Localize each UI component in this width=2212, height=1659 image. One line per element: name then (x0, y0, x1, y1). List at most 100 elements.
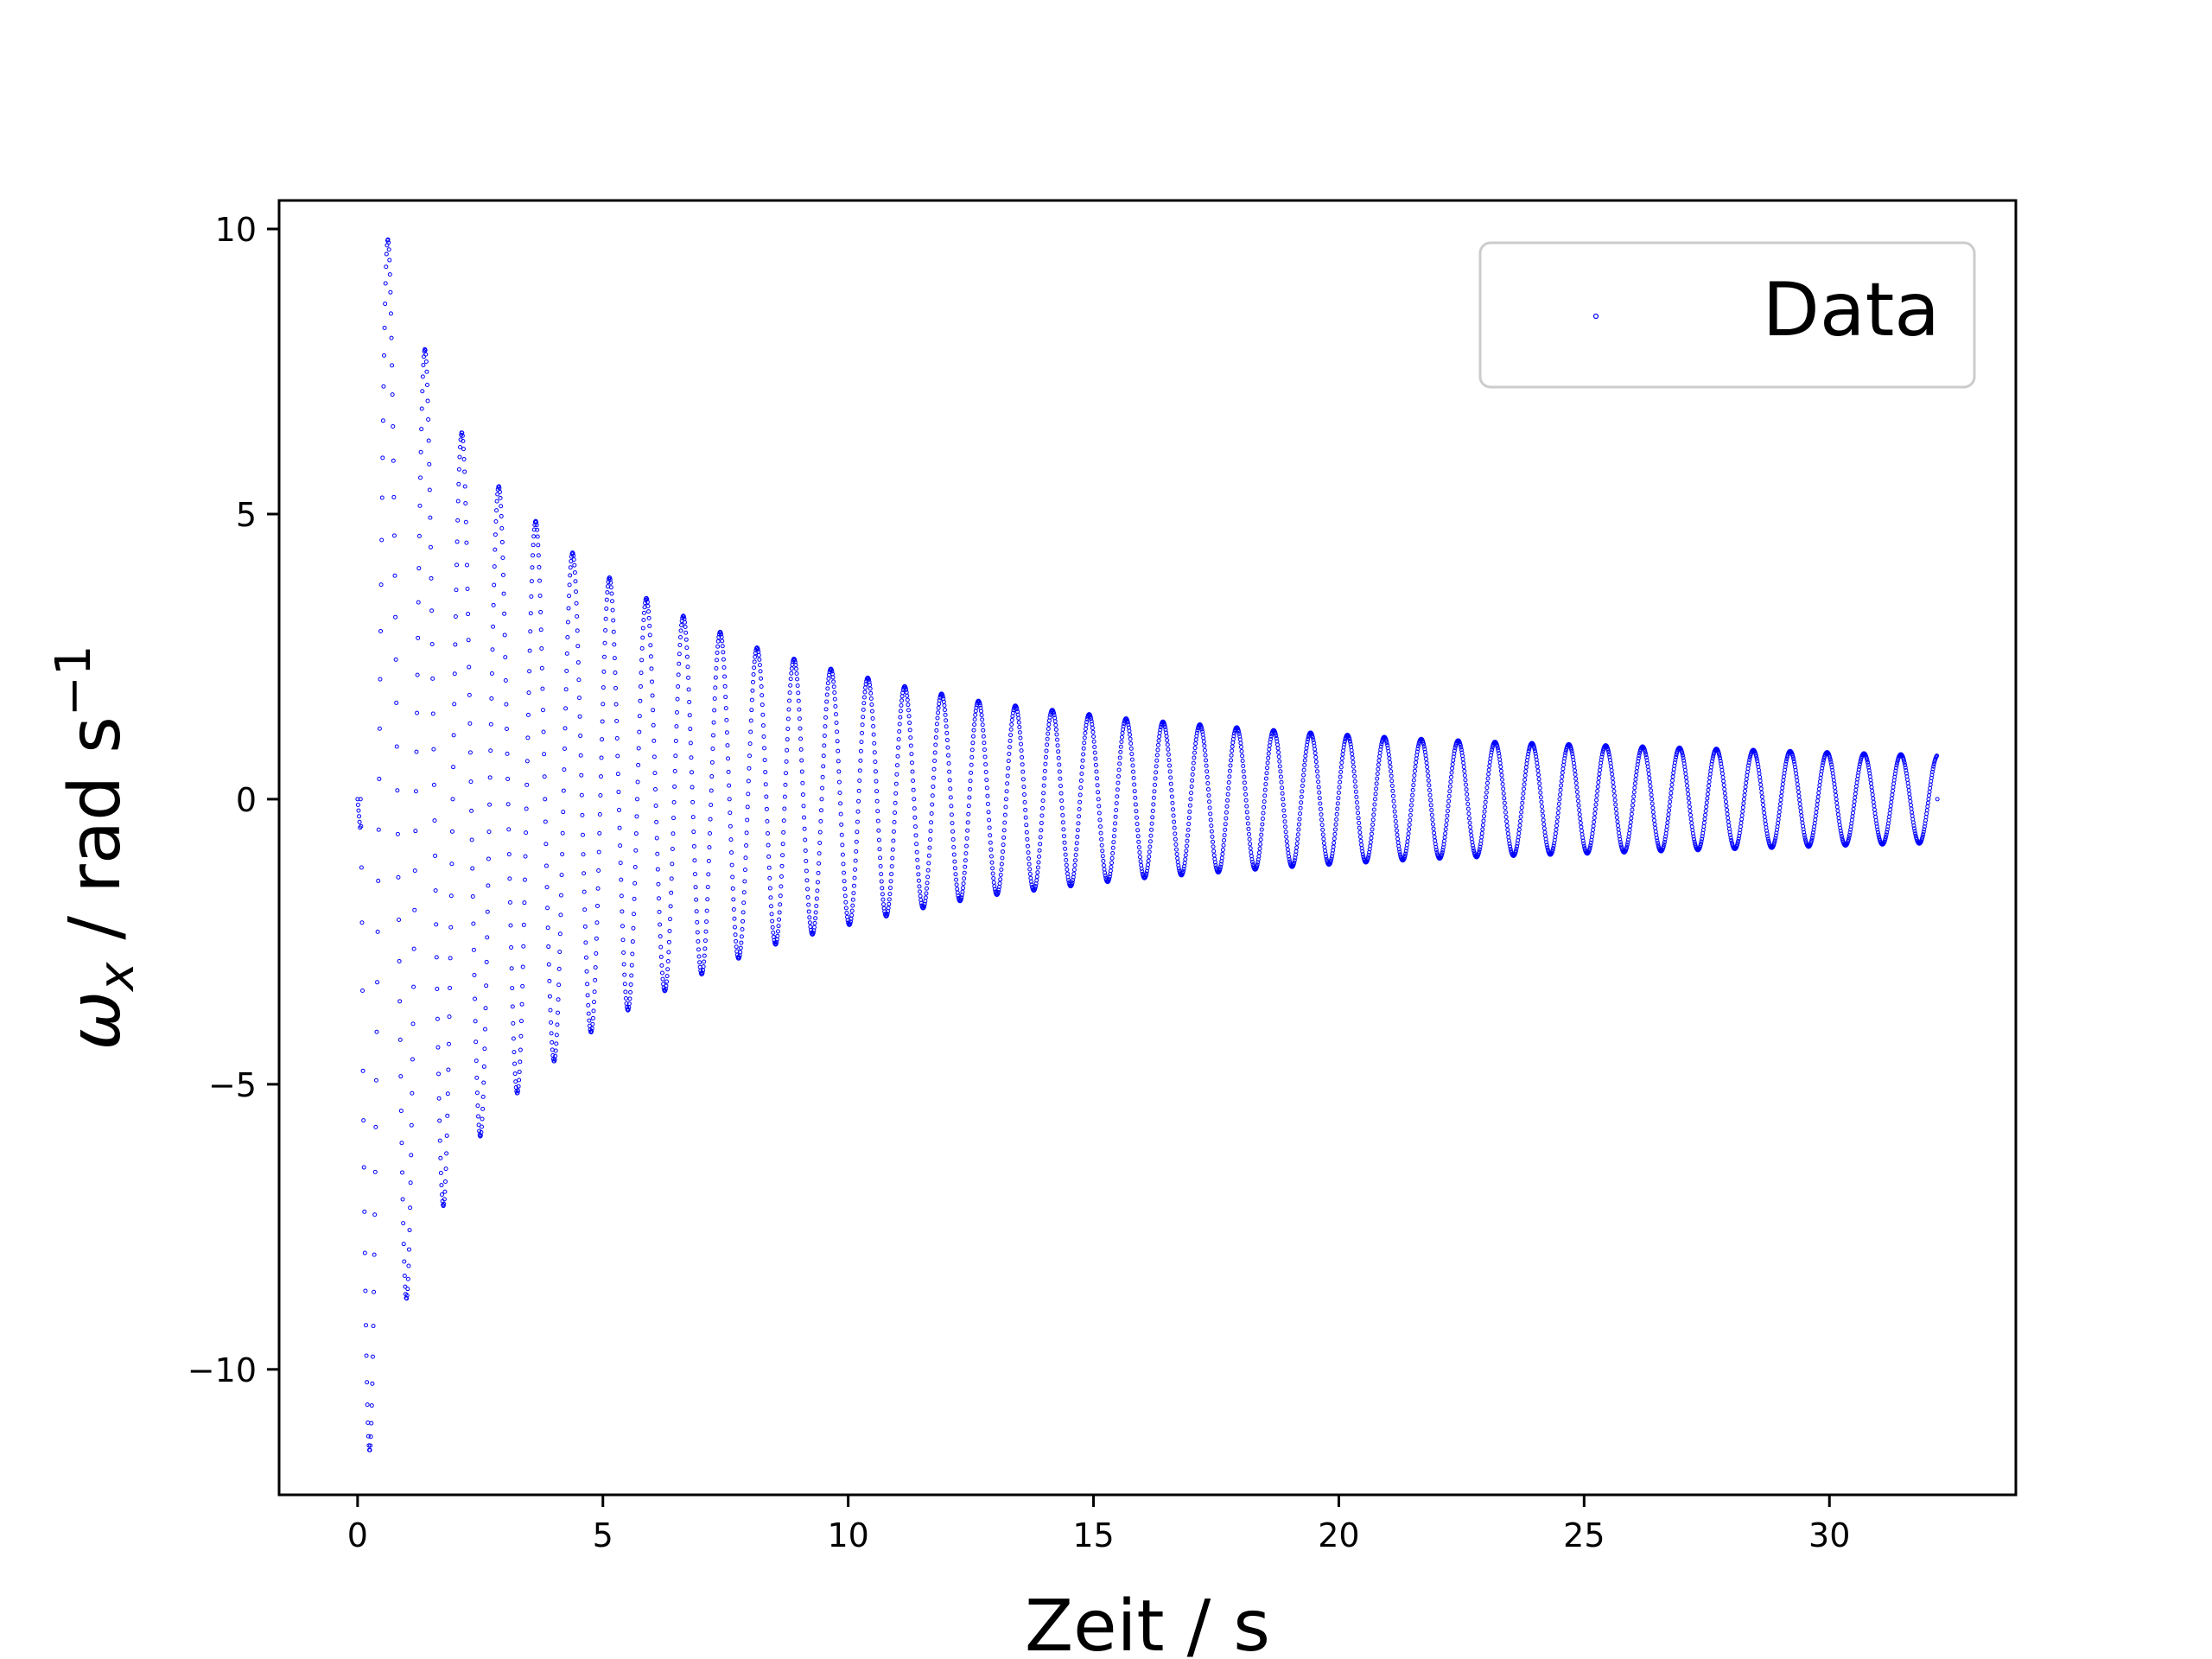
data-point (651, 708, 656, 713)
data-point (856, 788, 861, 793)
data-point (594, 951, 599, 957)
data-point (1205, 769, 1210, 774)
data-point (1229, 753, 1234, 758)
data-point (1795, 782, 1800, 787)
data-point (556, 1010, 561, 1015)
data-point (400, 1170, 405, 1175)
data-point (1174, 847, 1179, 852)
data-point (1615, 819, 1620, 824)
data-point (1516, 831, 1522, 836)
data-point (942, 703, 947, 709)
data-point (570, 550, 575, 556)
data-point (1370, 817, 1376, 823)
data-point (1486, 767, 1491, 772)
data-point (863, 682, 868, 687)
data-point (1554, 827, 1559, 832)
data-point (556, 997, 561, 1002)
data-point (1827, 755, 1833, 760)
data-point (649, 666, 654, 671)
data-point (688, 727, 693, 732)
data-point (1356, 810, 1361, 816)
data-point (1389, 773, 1394, 779)
data-point (1902, 758, 1907, 763)
data-point (516, 1084, 521, 1089)
data-point (1321, 836, 1326, 842)
data-point (937, 698, 942, 703)
data-point (764, 806, 769, 811)
data-point (1151, 795, 1156, 800)
data-point (612, 656, 617, 661)
data-point (1802, 830, 1807, 835)
data-point (1366, 852, 1371, 857)
y-axis-label: ωx / rad s−1 (46, 645, 145, 1051)
data-point (371, 1324, 376, 1329)
data-point (1581, 843, 1586, 849)
data-point (980, 717, 985, 722)
data-point (1153, 782, 1158, 787)
data-point (1010, 710, 1015, 715)
data-point (1268, 734, 1274, 739)
data-point (860, 730, 865, 735)
data-point (1083, 730, 1088, 735)
data-point (504, 727, 509, 732)
data-point (564, 669, 569, 674)
data-point (1132, 789, 1137, 794)
data-point (934, 728, 939, 733)
data-point (620, 924, 625, 929)
data-point (633, 831, 639, 836)
data-point (1592, 819, 1597, 824)
data-point (1688, 812, 1694, 817)
data-point (1541, 813, 1546, 818)
data-point (1218, 864, 1224, 869)
data-point (944, 730, 950, 735)
data-point (568, 573, 573, 578)
data-point (1020, 777, 1026, 782)
data-point (1315, 774, 1320, 779)
data-point (979, 709, 984, 714)
data-point (687, 699, 692, 704)
data-point (1374, 786, 1379, 791)
data-point (619, 893, 624, 899)
data-point (930, 793, 935, 798)
data-point (1376, 758, 1382, 763)
data-point (608, 585, 613, 590)
data-point (988, 854, 994, 859)
data-point (466, 638, 471, 643)
data-point (909, 752, 914, 757)
data-point (355, 797, 360, 802)
data-point (751, 672, 756, 677)
data-point (785, 727, 791, 732)
data-point (1093, 756, 1098, 761)
data-point (1504, 823, 1510, 829)
data-point (536, 543, 541, 548)
data-point (1079, 772, 1084, 776)
data-point (590, 1021, 595, 1027)
data-point (512, 1061, 518, 1066)
data-point (1041, 791, 1046, 796)
legend: Data (1478, 241, 1976, 389)
data-point (494, 499, 499, 504)
data-point (1374, 781, 1379, 786)
data-point (711, 720, 716, 725)
data-point (372, 1169, 378, 1174)
data-point (1295, 832, 1300, 837)
data-point (483, 1006, 488, 1011)
data-point (1039, 813, 1045, 818)
data-point (924, 886, 929, 891)
data-point (1632, 781, 1637, 786)
data-point (1808, 839, 1814, 844)
data-point (1394, 823, 1399, 829)
data-point (683, 637, 689, 642)
data-point (879, 879, 884, 884)
data-point (542, 752, 547, 757)
data-point (418, 449, 423, 454)
data-point (722, 683, 728, 689)
data-point (549, 1031, 554, 1036)
data-point (495, 492, 500, 497)
data-point (1643, 753, 1649, 758)
data-point (397, 958, 402, 963)
data-point (909, 760, 914, 766)
data-point (786, 707, 791, 712)
data-point (1406, 831, 1411, 836)
data-point (1223, 827, 1228, 832)
